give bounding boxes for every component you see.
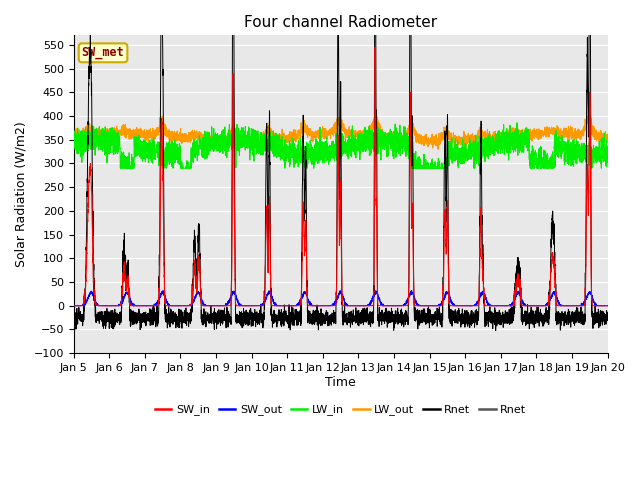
Y-axis label: Solar Radiation (W/m2): Solar Radiation (W/m2): [15, 121, 28, 267]
Legend: SW_in, SW_out, LW_in, LW_out, Rnet, Rnet: SW_in, SW_out, LW_in, LW_out, Rnet, Rnet: [150, 400, 531, 420]
X-axis label: Time: Time: [325, 376, 356, 389]
Title: Four channel Radiometer: Four channel Radiometer: [244, 15, 437, 30]
Text: SW_met: SW_met: [82, 46, 124, 60]
